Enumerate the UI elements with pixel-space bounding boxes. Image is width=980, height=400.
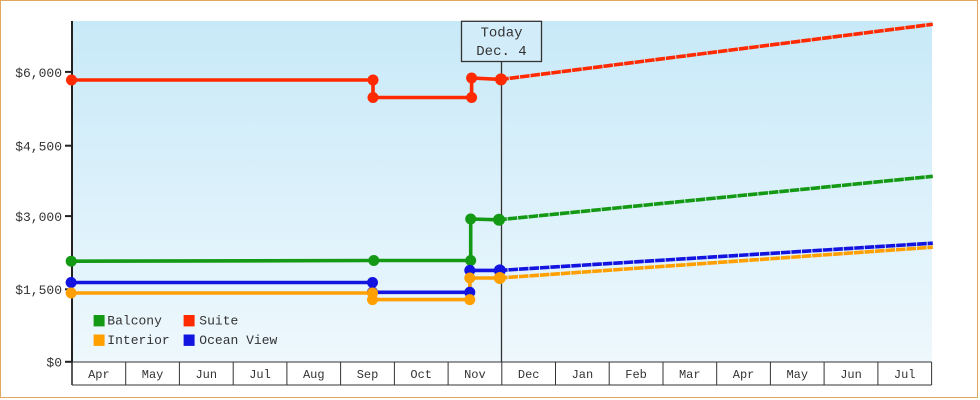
- svg-text:$6,000: $6,000: [15, 66, 62, 81]
- svg-text:Today: Today: [480, 26, 522, 42]
- svg-text:Oct: Oct: [410, 368, 432, 382]
- svg-text:Jan: Jan: [572, 368, 594, 382]
- svg-text:$1,500: $1,500: [15, 283, 62, 298]
- svg-text:Jun: Jun: [840, 368, 862, 382]
- svg-text:Dec: Dec: [518, 368, 540, 382]
- svg-text:$3,000: $3,000: [15, 210, 62, 225]
- svg-text:Feb: Feb: [625, 368, 647, 382]
- svg-text:May: May: [142, 368, 164, 382]
- svg-text:Aug: Aug: [303, 368, 325, 382]
- svg-text:Jul: Jul: [894, 368, 916, 382]
- svg-text:Interior: Interior: [107, 333, 169, 348]
- svg-text:Dec. 4: Dec. 4: [476, 44, 526, 60]
- svg-text:Jul: Jul: [249, 368, 271, 382]
- svg-text:Apr: Apr: [733, 368, 755, 382]
- svg-text:$0: $0: [46, 355, 62, 370]
- svg-text:Ocean View: Ocean View: [199, 333, 277, 348]
- svg-text:Balcony: Balcony: [107, 314, 162, 329]
- svg-text:Nov: Nov: [464, 368, 486, 382]
- svg-text:Jun: Jun: [195, 368, 217, 382]
- svg-text:Sep: Sep: [357, 368, 379, 382]
- svg-text:May: May: [786, 368, 808, 382]
- svg-text:Mar: Mar: [679, 368, 701, 382]
- svg-text:$4,500: $4,500: [15, 140, 62, 155]
- svg-text:Suite: Suite: [199, 314, 238, 329]
- svg-text:Apr: Apr: [88, 368, 110, 382]
